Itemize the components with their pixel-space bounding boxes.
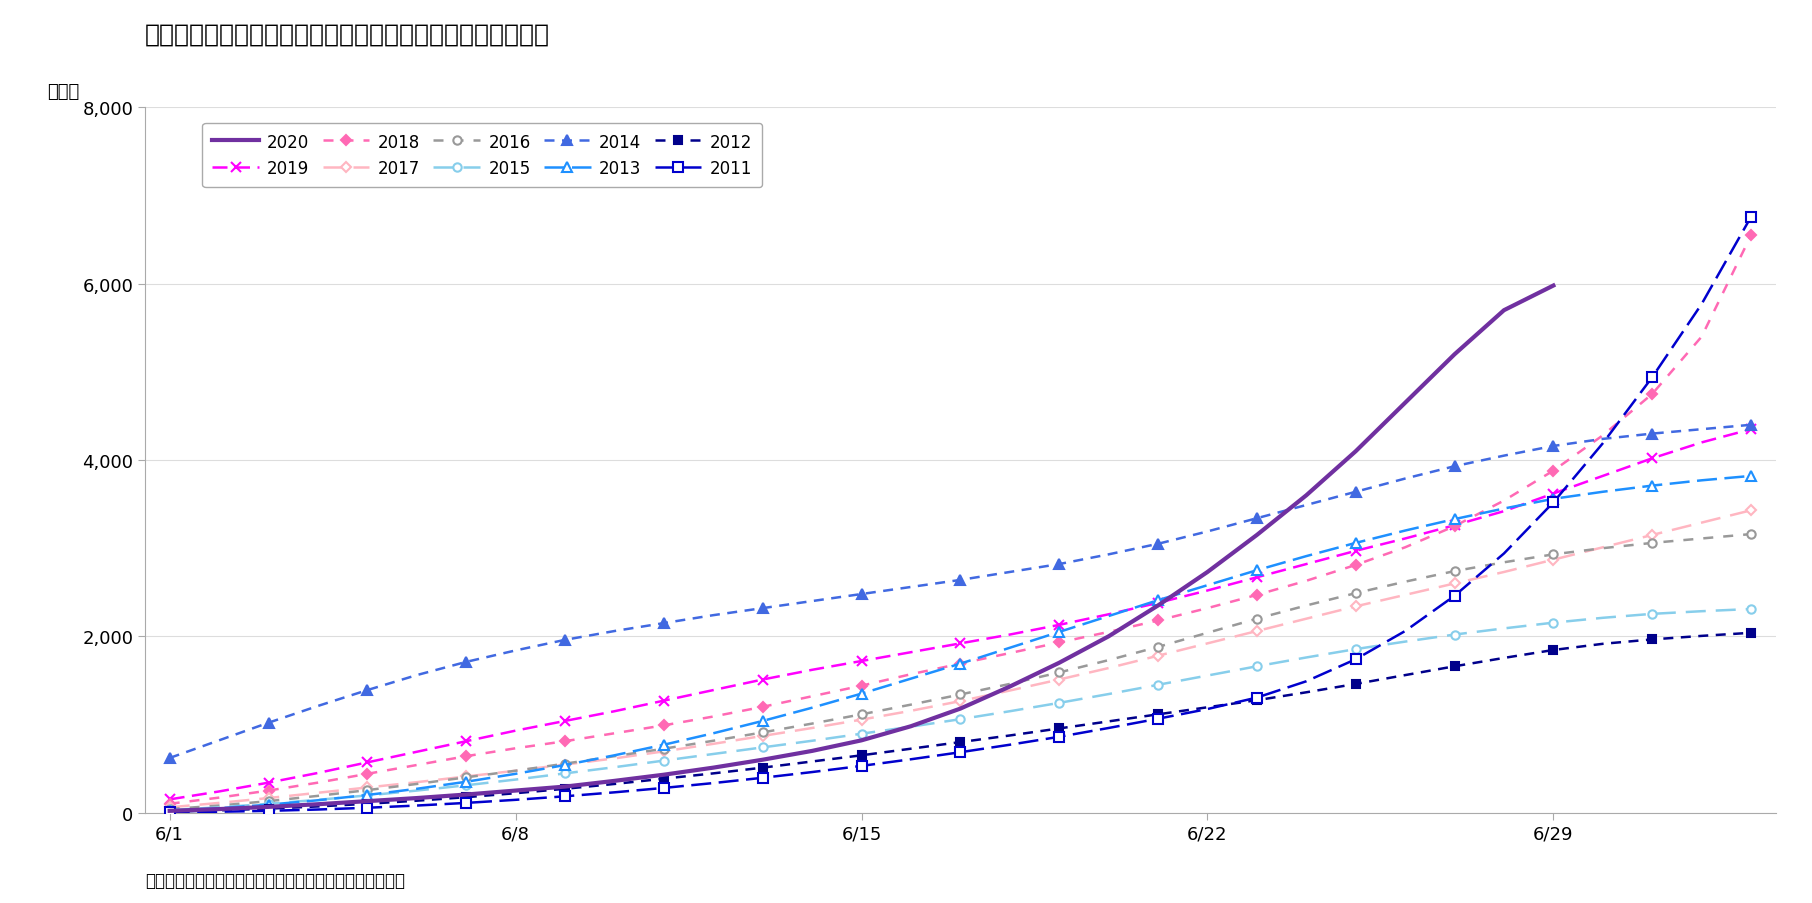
Legend: 2020, 2019, 2018, 2017, 2016, 2015, 2014, 2013, 2012, 2011: 2020, 2019, 2018, 2017, 2016, 2015, 2014… (203, 124, 763, 188)
Text: 図表１　熱中症による救急搬送者数（６月１日からの累計）: 図表１ 熱中症による救急搬送者数（６月１日からの累計） (145, 23, 551, 47)
Text: （資料）総務省消防庁「熱中症による救急搬送人員」各週: （資料）総務省消防庁「熱中症による救急搬送人員」各週 (145, 871, 404, 889)
Text: （人）: （人） (47, 83, 80, 101)
